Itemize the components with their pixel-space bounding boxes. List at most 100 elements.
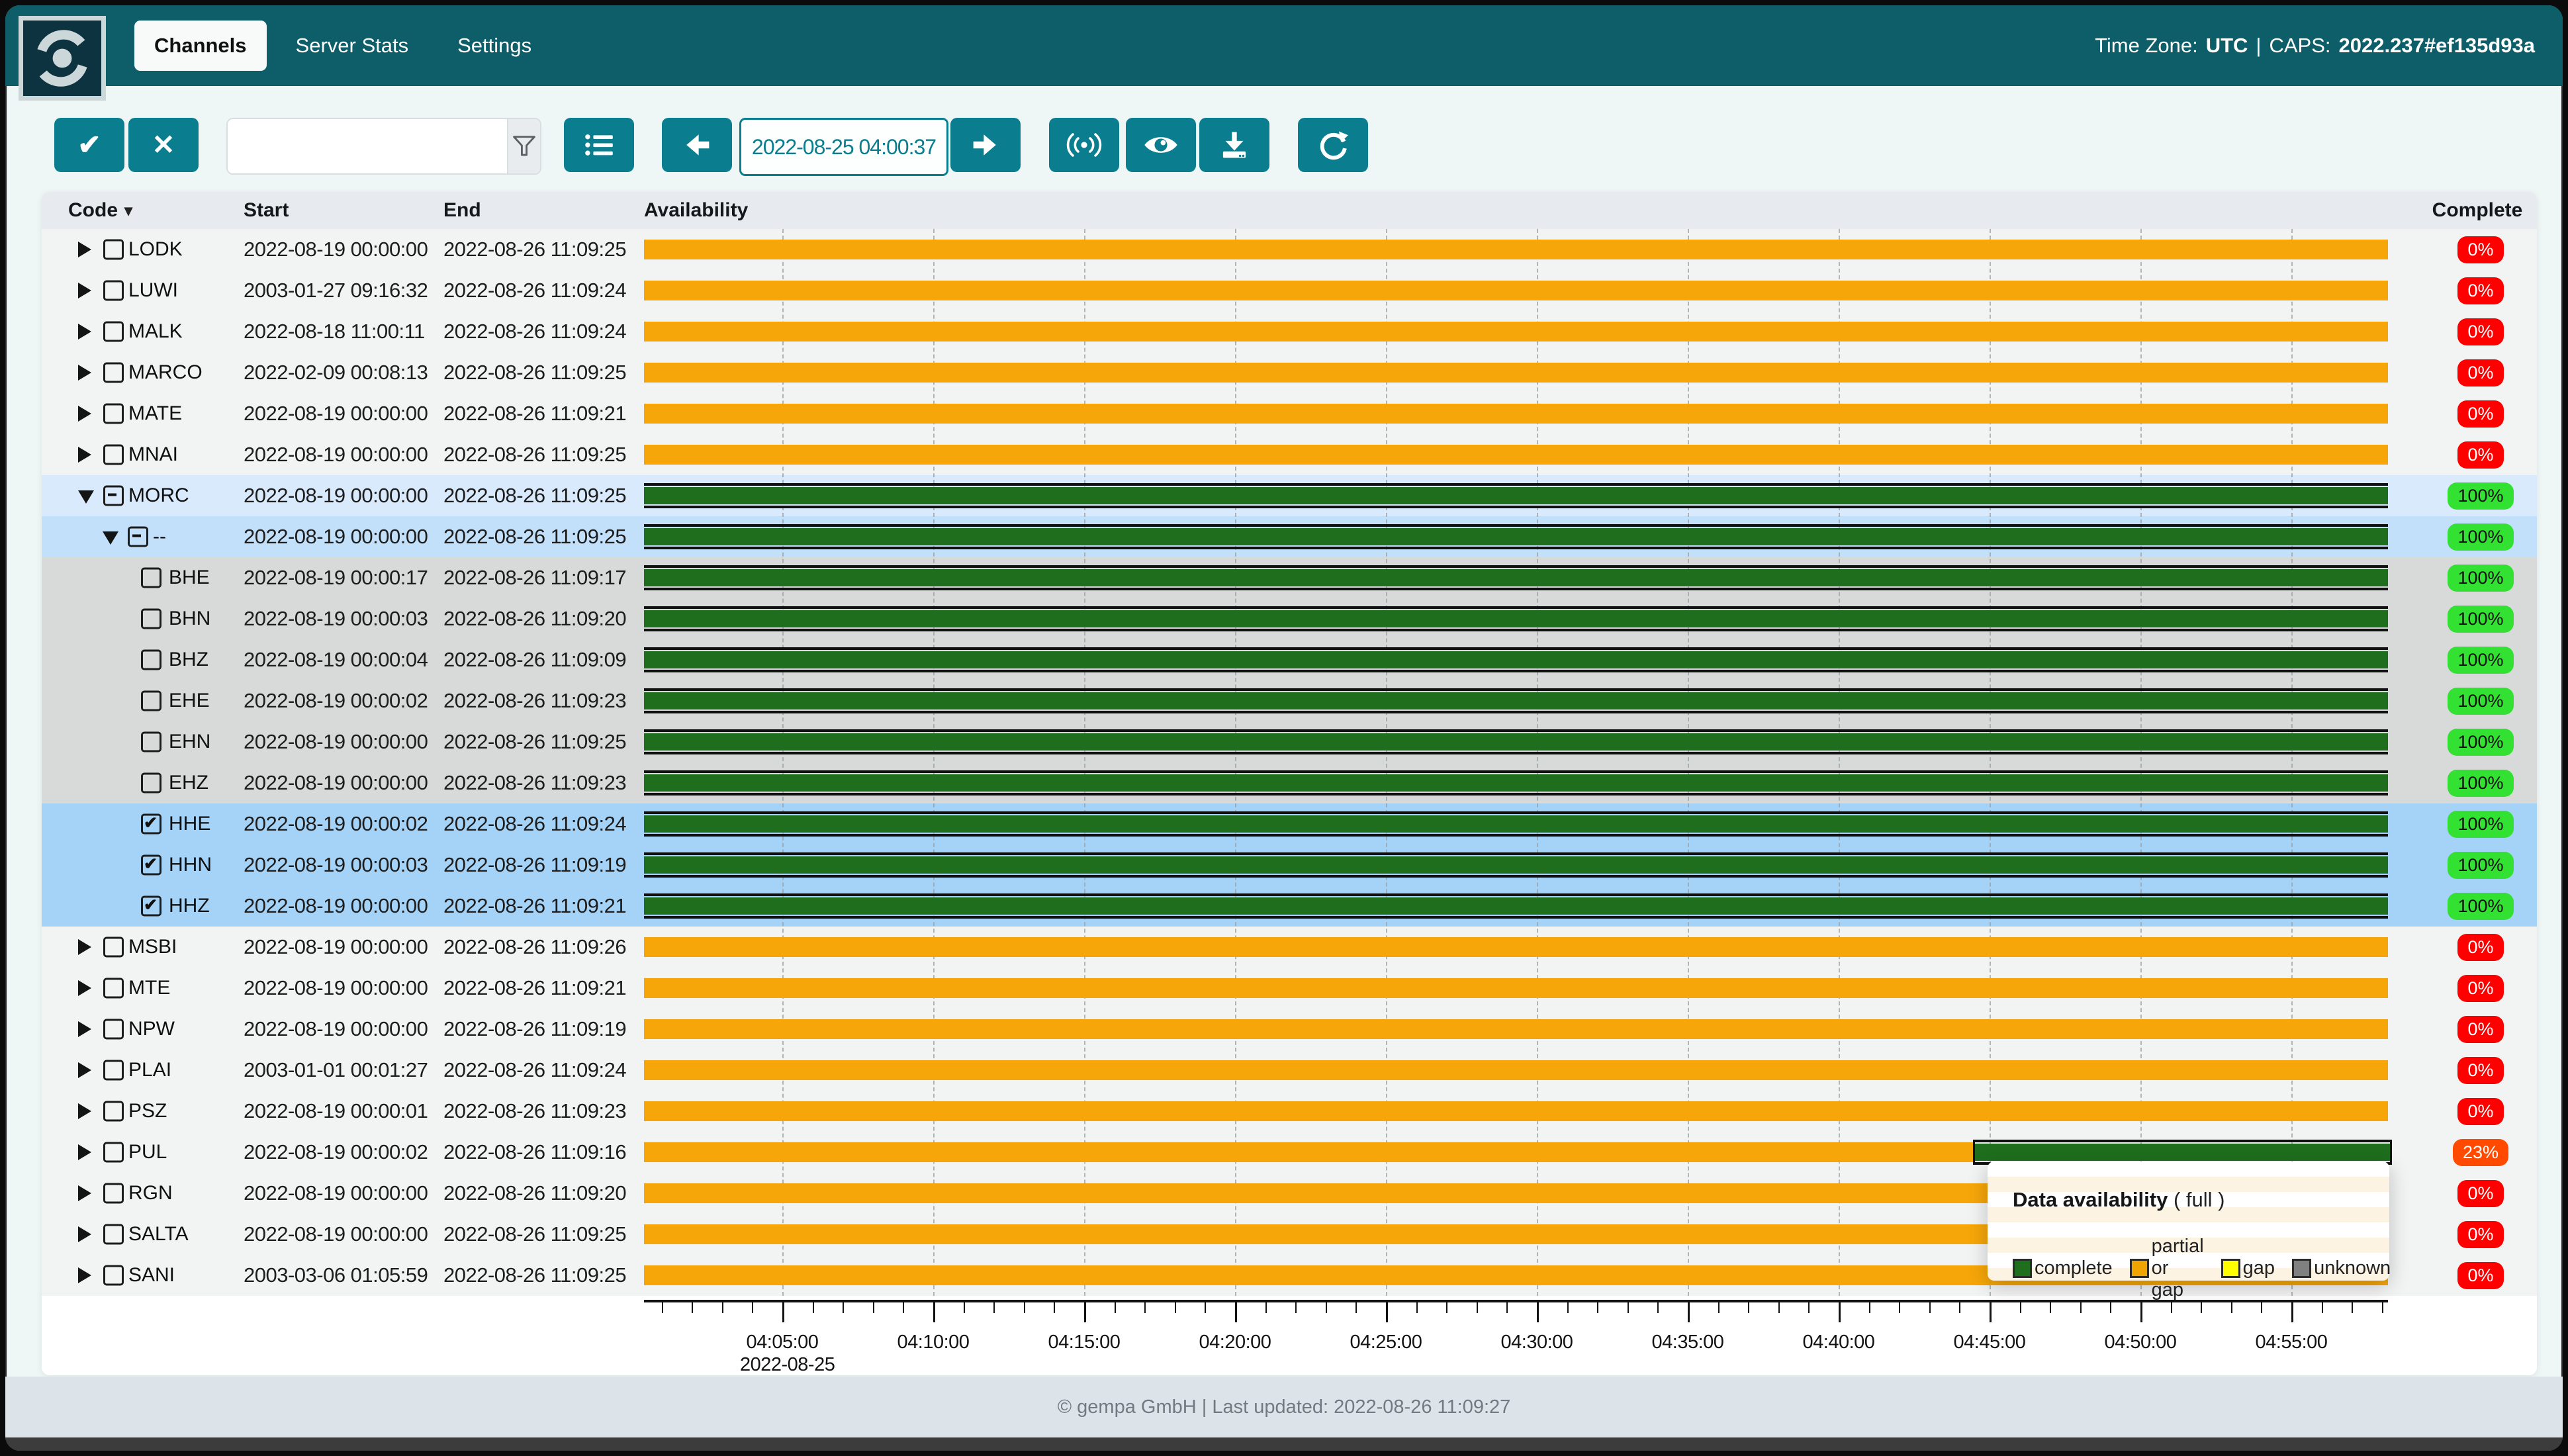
- row-checkbox[interactable]: [103, 1101, 124, 1122]
- table-row[interactable]: PLAI 2003-01-01 00:01:27 2022-08-26 11:09:…: [42, 1050, 2537, 1091]
- expand-caret-icon[interactable]: [78, 324, 91, 340]
- row-checkbox[interactable]: [141, 772, 161, 794]
- table-row[interactable]: MTE 2022-08-19 00:00:00 2022-08-26 11:09:2…: [42, 968, 2537, 1009]
- expand-caret-icon[interactable]: [78, 242, 91, 257]
- row-checkbox[interactable]: [103, 321, 124, 342]
- channel-list-button[interactable]: [564, 118, 634, 172]
- search-input[interactable]: [228, 119, 507, 173]
- table-row[interactable]: BHE 2022-08-19 00:00:17 2022-08-26 11:09:1…: [42, 557, 2537, 598]
- row-checkbox[interactable]: [103, 403, 124, 424]
- previous-window-button[interactable]: [662, 118, 732, 172]
- table-row[interactable]: HHE 2022-08-19 00:00:02 2022-08-26 11:09:2…: [42, 803, 2537, 844]
- expand-caret-icon[interactable]: [78, 1021, 91, 1037]
- complete-cell: 100%: [2424, 639, 2537, 680]
- collapse-caret-icon[interactable]: [103, 531, 118, 545]
- expand-caret-icon[interactable]: [78, 1267, 91, 1283]
- table-row[interactable]: MNAI 2022-08-19 00:00:00 2022-08-26 11:09:…: [42, 434, 2537, 475]
- expand-caret-icon[interactable]: [78, 283, 91, 298]
- complete-cell: 100%: [2424, 516, 2537, 557]
- table-row[interactable]: BHN 2022-08-19 00:00:03 2022-08-26 11:09:2…: [42, 598, 2537, 639]
- filter-funnel-icon[interactable]: [507, 119, 540, 173]
- row-checkbox[interactable]: [103, 1060, 124, 1081]
- expand-caret-icon[interactable]: [78, 939, 91, 955]
- tab-server-stats[interactable]: Server Stats: [295, 34, 409, 57]
- collapse-caret-icon[interactable]: [78, 490, 94, 504]
- download-button[interactable]: [1199, 118, 1269, 172]
- table-row[interactable]: MATE 2022-08-19 00:00:00 2022-08-26 11:09:…: [42, 393, 2537, 434]
- row-checkbox[interactable]: [141, 813, 161, 835]
- availability-bar-segment: [644, 811, 2388, 837]
- table-row[interactable]: MORC 2022-08-19 00:00:00 2022-08-26 11:09:…: [42, 475, 2537, 516]
- table-row[interactable]: EHE 2022-08-19 00:00:02 2022-08-26 11:09:2…: [42, 680, 2537, 721]
- caps-label: CAPS:: [2269, 34, 2331, 57]
- confirm-selection-button[interactable]: ✔: [54, 118, 124, 172]
- row-checkbox[interactable]: [103, 280, 124, 301]
- availability-track: [644, 393, 2388, 434]
- row-checkbox[interactable]: [103, 485, 124, 506]
- table-row[interactable]: EHZ 2022-08-19 00:00:00 2022-08-26 11:09:2…: [42, 762, 2537, 803]
- row-checkbox[interactable]: [141, 854, 161, 876]
- table-row[interactable]: MARCO 2022-02-09 00:08:13 2022-08-26 11:09…: [42, 352, 2537, 393]
- row-code: EHN: [169, 731, 211, 752]
- availability-bar-segment: [644, 937, 2388, 957]
- row-checkbox[interactable]: [128, 526, 148, 547]
- row-code: MNAI: [128, 443, 178, 465]
- column-header-complete[interactable]: Complete: [2432, 199, 2523, 221]
- expand-caret-icon[interactable]: [78, 980, 91, 996]
- view-button[interactable]: [1126, 118, 1196, 172]
- table-row[interactable]: MSBI 2022-08-19 00:00:00 2022-08-26 11:09:…: [42, 927, 2537, 968]
- row-checkbox[interactable]: [103, 1142, 124, 1163]
- expand-caret-icon[interactable]: [78, 447, 91, 463]
- expand-caret-icon[interactable]: [78, 1103, 91, 1119]
- brand-logo-frame: [19, 16, 106, 101]
- expand-caret-icon[interactable]: [78, 1226, 91, 1242]
- column-header-code[interactable]: Code ▾: [68, 199, 133, 221]
- row-checkbox[interactable]: [141, 690, 161, 711]
- expand-caret-icon[interactable]: [78, 1185, 91, 1201]
- row-checkbox[interactable]: [141, 895, 161, 917]
- row-checkbox[interactable]: [141, 731, 161, 752]
- row-checkbox[interactable]: [103, 362, 124, 383]
- column-header-end[interactable]: End: [443, 199, 481, 221]
- navbar: Channels Server Stats Settings Time Zone…: [5, 5, 2563, 86]
- expand-caret-icon[interactable]: [78, 1062, 91, 1078]
- table-row[interactable]: HHZ 2022-08-19 00:00:00 2022-08-26 11:09:2…: [42, 886, 2537, 927]
- complete-cell: 100%: [2424, 475, 2537, 516]
- table-row[interactable]: HHN 2022-08-19 00:00:03 2022-08-26 11:09:1…: [42, 844, 2537, 886]
- expand-caret-icon[interactable]: [78, 1144, 91, 1160]
- clear-selection-button[interactable]: ✕: [128, 118, 199, 172]
- row-checkbox[interactable]: [103, 239, 124, 260]
- row-checkbox[interactable]: [103, 1183, 124, 1204]
- row-checkbox[interactable]: [103, 936, 124, 958]
- expand-caret-icon[interactable]: [78, 406, 91, 422]
- table-row[interactable]: PSZ 2022-08-19 00:00:01 2022-08-26 11:09:2…: [42, 1091, 2537, 1132]
- datetime-field[interactable]: 2022-08-25 04:00:37: [739, 118, 948, 176]
- table-row[interactable]: NPW 2022-08-19 00:00:00 2022-08-26 11:09:1…: [42, 1009, 2537, 1050]
- row-checkbox[interactable]: [141, 608, 161, 629]
- row-end: 2022-08-26 11:09:25: [443, 443, 627, 466]
- row-checkbox[interactable]: [103, 1224, 124, 1245]
- table-row[interactable]: LUWI 2003-01-27 09:16:32 2022-08-26 11:09:…: [42, 270, 2537, 311]
- row-end: 2022-08-26 11:09:25: [443, 1263, 627, 1287]
- table-row[interactable]: EHN 2022-08-19 00:00:00 2022-08-26 11:09:2…: [42, 721, 2537, 762]
- expand-caret-icon[interactable]: [78, 365, 91, 381]
- row-checkbox[interactable]: [141, 567, 161, 588]
- row-checkbox[interactable]: [103, 978, 124, 999]
- table-row[interactable]: BHZ 2022-08-19 00:00:04 2022-08-26 11:09:0…: [42, 639, 2537, 680]
- row-checkbox[interactable]: [103, 1019, 124, 1040]
- row-checkbox[interactable]: [141, 649, 161, 670]
- complete-cell: 100%: [2424, 721, 2537, 762]
- column-header-availability[interactable]: Availability: [644, 199, 749, 221]
- tab-channels[interactable]: Channels: [134, 21, 267, 71]
- timeline-tick-label: 04:10:00: [897, 1332, 970, 1353]
- column-header-start[interactable]: Start: [244, 199, 289, 221]
- refresh-button[interactable]: [1298, 118, 1368, 172]
- table-row[interactable]: MALK 2022-08-18 11:00:11 2022-08-26 11:09:…: [42, 311, 2537, 352]
- table-row[interactable]: LODK 2022-08-19 00:00:00 2022-08-26 11:09:…: [42, 229, 2537, 270]
- tab-settings[interactable]: Settings: [457, 34, 532, 57]
- row-checkbox[interactable]: [103, 1265, 124, 1286]
- realtime-stream-button[interactable]: [1049, 118, 1119, 172]
- table-row[interactable]: -- 2022-08-19 00:00:00 2022-08-26 11:09:25…: [42, 516, 2537, 557]
- next-window-button[interactable]: [950, 118, 1021, 172]
- row-checkbox[interactable]: [103, 444, 124, 465]
